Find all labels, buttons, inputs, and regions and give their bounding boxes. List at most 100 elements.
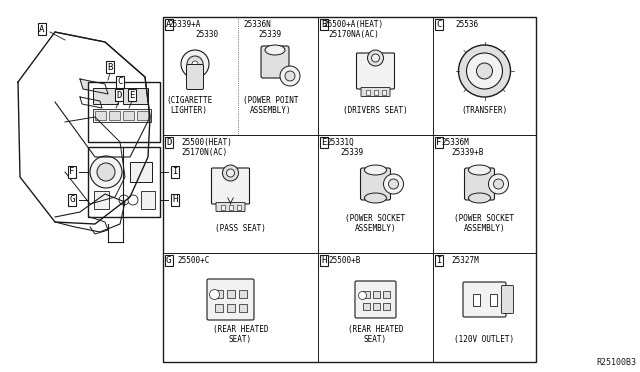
- Text: B: B: [321, 20, 326, 29]
- Bar: [237, 205, 241, 210]
- Text: (REAR HEATED
SEAT): (REAR HEATED SEAT): [348, 325, 403, 344]
- Text: I: I: [172, 167, 178, 176]
- Text: 25339: 25339: [340, 148, 363, 157]
- Text: 25339+B: 25339+B: [451, 148, 483, 157]
- Circle shape: [371, 54, 380, 62]
- Circle shape: [97, 163, 115, 181]
- Circle shape: [493, 179, 504, 189]
- Text: B: B: [108, 62, 113, 71]
- FancyBboxPatch shape: [216, 202, 245, 212]
- Text: A: A: [39, 25, 45, 33]
- Circle shape: [90, 156, 122, 188]
- Bar: [137, 111, 148, 120]
- Bar: [372, 302, 380, 310]
- Circle shape: [187, 56, 203, 72]
- Bar: [383, 291, 390, 298]
- Ellipse shape: [468, 165, 490, 175]
- Text: 25170NA(AC): 25170NA(AC): [328, 30, 379, 39]
- Ellipse shape: [468, 193, 490, 203]
- Text: 25327M: 25327M: [451, 256, 479, 265]
- Bar: [94, 191, 109, 209]
- Circle shape: [192, 61, 198, 67]
- FancyBboxPatch shape: [463, 282, 506, 317]
- FancyBboxPatch shape: [465, 168, 495, 200]
- Text: F: F: [436, 138, 442, 147]
- Bar: [109, 111, 120, 120]
- Bar: [383, 302, 390, 310]
- Text: G: G: [166, 256, 172, 265]
- Text: 25336N: 25336N: [243, 20, 271, 29]
- Bar: [93, 88, 118, 104]
- Text: R25100B3: R25100B3: [596, 358, 636, 367]
- Bar: [362, 291, 369, 298]
- Text: G: G: [69, 196, 75, 205]
- Bar: [141, 191, 155, 209]
- Bar: [239, 304, 246, 311]
- Circle shape: [280, 66, 300, 86]
- Text: (REAR HEATED
SEAT): (REAR HEATED SEAT): [212, 325, 268, 344]
- Text: D: D: [116, 90, 122, 99]
- Circle shape: [223, 165, 239, 181]
- Ellipse shape: [365, 193, 387, 203]
- Circle shape: [227, 169, 234, 177]
- Circle shape: [285, 71, 295, 81]
- Text: F: F: [69, 167, 75, 176]
- Text: (DRIVERS SEAT): (DRIVERS SEAT): [343, 106, 408, 115]
- Bar: [381, 90, 385, 95]
- Bar: [227, 304, 234, 311]
- Text: C: C: [117, 77, 123, 87]
- Text: 25330: 25330: [195, 30, 218, 39]
- Bar: [490, 294, 497, 305]
- FancyBboxPatch shape: [502, 285, 513, 314]
- Bar: [214, 289, 223, 298]
- Bar: [362, 302, 369, 310]
- Text: 25170N(AC): 25170N(AC): [181, 148, 227, 157]
- Bar: [95, 111, 106, 120]
- Text: (TRANSFER): (TRANSFER): [461, 106, 508, 115]
- Text: 25339+A: 25339+A: [168, 20, 200, 29]
- Bar: [227, 289, 234, 298]
- Circle shape: [367, 50, 383, 66]
- Bar: [472, 294, 479, 305]
- Circle shape: [458, 45, 511, 97]
- Bar: [214, 304, 223, 311]
- Text: (CIGARETTE
LIGHTER): (CIGARETTE LIGHTER): [166, 96, 212, 115]
- Bar: [372, 291, 380, 298]
- Polygon shape: [80, 79, 108, 94]
- Circle shape: [128, 195, 138, 205]
- Bar: [130, 162, 152, 182]
- Text: (PASS SEAT): (PASS SEAT): [215, 224, 266, 233]
- Bar: [228, 205, 232, 210]
- Bar: [123, 111, 134, 120]
- Circle shape: [358, 292, 367, 299]
- Circle shape: [388, 179, 399, 189]
- Circle shape: [477, 63, 493, 79]
- FancyBboxPatch shape: [261, 46, 289, 78]
- Text: (POWER SOCKET
ASSEMBLY): (POWER SOCKET ASSEMBLY): [346, 214, 406, 233]
- Circle shape: [383, 174, 403, 194]
- Circle shape: [488, 174, 509, 194]
- Ellipse shape: [127, 186, 134, 194]
- Bar: [163, 17, 536, 362]
- Text: 25331Q: 25331Q: [326, 138, 354, 147]
- Text: I: I: [436, 256, 442, 265]
- FancyBboxPatch shape: [211, 168, 250, 204]
- Circle shape: [181, 50, 209, 78]
- Bar: [123, 88, 148, 104]
- Text: (POWER SOCKET
ASSEMBLY): (POWER SOCKET ASSEMBLY): [454, 214, 515, 233]
- Bar: [93, 109, 151, 122]
- Text: A: A: [166, 20, 172, 29]
- Circle shape: [467, 53, 502, 89]
- Text: 25336M: 25336M: [441, 138, 468, 147]
- FancyBboxPatch shape: [207, 279, 254, 320]
- Bar: [365, 90, 369, 95]
- Text: 25500(HEAT): 25500(HEAT): [181, 138, 232, 147]
- Text: (POWER POINT
ASSEMBLY): (POWER POINT ASSEMBLY): [243, 96, 299, 115]
- Text: 25500+A(HEAT): 25500+A(HEAT): [323, 20, 383, 29]
- FancyBboxPatch shape: [186, 64, 204, 90]
- Text: 25500+B: 25500+B: [328, 256, 360, 265]
- Circle shape: [104, 164, 110, 170]
- Circle shape: [209, 289, 220, 299]
- FancyBboxPatch shape: [356, 53, 394, 89]
- Text: (120V OUTLET): (120V OUTLET): [454, 335, 515, 344]
